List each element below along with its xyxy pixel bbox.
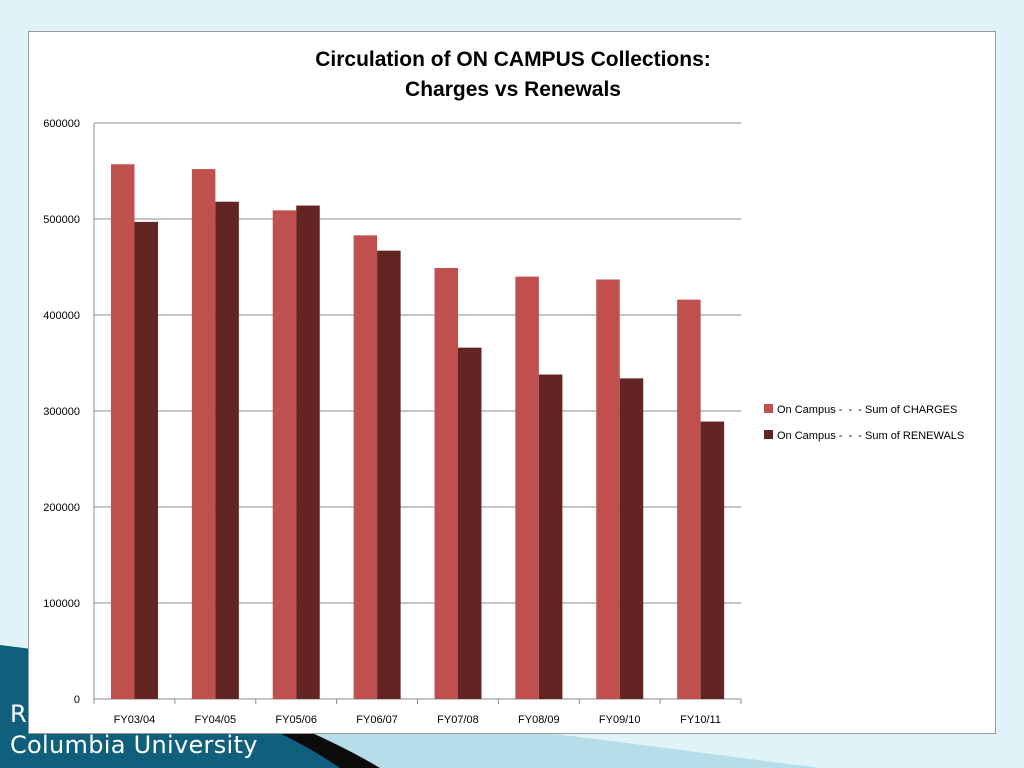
bar-renewals [377, 250, 401, 699]
y-tick-label: 500000 [43, 214, 80, 226]
y-tick-label: 200000 [43, 502, 80, 514]
y-tick-label: 600000 [43, 118, 80, 130]
legend-label-renewals: On Campus - - - Sum of RENEWALS [777, 430, 964, 442]
bar-charges [596, 279, 620, 699]
x-tick-label: FY06/07 [356, 714, 398, 726]
footer-text-line2: Columbia University [10, 731, 258, 759]
legend-swatch-renewals [764, 430, 773, 439]
chart-frame: 0 100000 200000 300000 400000 500000 600000 FY0… [28, 31, 996, 734]
bar-renewals [134, 221, 158, 699]
chart-svg: 0 100000 200000 300000 400000 500000 600000 FY0… [43, 118, 964, 726]
x-tick-label: FY04/05 [195, 714, 237, 726]
legend-label-charges: On Campus - - - Sum of CHARGES [777, 404, 957, 416]
legend-swatch-charges [764, 404, 773, 413]
bar-renewals [458, 347, 482, 699]
bar-renewals [538, 374, 563, 699]
bar-renewals [619, 378, 644, 699]
x-tick-label: FY08/09 [518, 714, 560, 726]
chart-subtitle: Charges vs Renewals [405, 78, 621, 101]
x-tick-label: FY07/08 [437, 714, 479, 726]
x-tick-label: FY10/11 [680, 714, 721, 726]
x-tick-label: FY05/06 [275, 714, 317, 726]
bar-renewals [296, 205, 320, 699]
bar-charges [272, 210, 297, 700]
y-tick-label: 0 [74, 694, 80, 706]
x-tick-label: FY09/10 [599, 714, 641, 726]
y-tick-label: 300000 [43, 406, 80, 418]
bar-charges [434, 267, 458, 699]
bar-charges [515, 276, 539, 699]
bar-renewals [215, 201, 239, 699]
bar-charges [111, 164, 135, 699]
x-tick-label: FY03/04 [114, 714, 156, 726]
chart-title: Circulation of ON CAMPUS Collections: [315, 48, 711, 71]
bar-charges [677, 299, 701, 699]
footer-text-line1: R [10, 700, 27, 728]
bar-renewals [700, 421, 725, 699]
y-tick-label: 400000 [43, 310, 80, 322]
y-tick-label: 100000 [43, 598, 80, 610]
bar-charges [191, 169, 216, 699]
bar-charges [353, 235, 378, 699]
